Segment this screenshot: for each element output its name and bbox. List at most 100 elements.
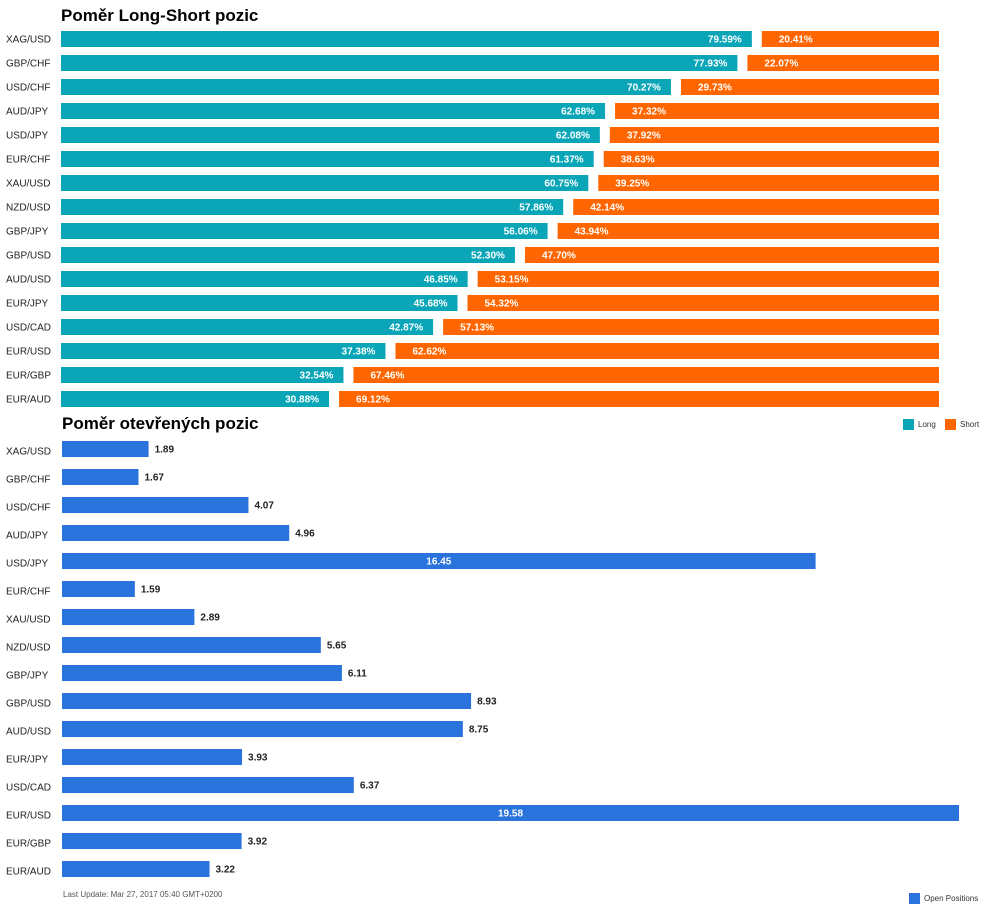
open-positions-bar-label: 1.67: [145, 473, 165, 484]
long-short-category-label: AUD/USD: [6, 275, 51, 286]
open-positions-chart: Poměr otevřených pozic XAG/USD 1.89 GBP/CH…: [6, 414, 959, 878]
long-bar: [61, 271, 468, 287]
short-bar: [339, 391, 939, 407]
open-positions-bar: [62, 777, 354, 793]
last-update-text: Last Update: Mar 27, 2017 05:40 GMT+0200: [63, 890, 223, 899]
short-bar: [477, 271, 939, 287]
short-bar-label: 22.07%: [764, 59, 798, 70]
long-bar: [61, 391, 330, 407]
open-positions-bar: [62, 497, 249, 513]
long-bar-label: 70.27%: [627, 83, 661, 94]
short-bar-label: 54.32%: [485, 299, 519, 310]
long-bar-label: 61.37%: [550, 155, 584, 166]
open-positions-bar-label: 4.96: [295, 529, 315, 540]
long-short-category-label: EUR/CHF: [6, 155, 50, 166]
long-short-category-label: USD/CAD: [6, 323, 51, 334]
legend-long-label: Long: [918, 420, 936, 429]
short-bar-label: 47.70%: [542, 251, 576, 262]
open-positions-category-label: EUR/AUD: [6, 867, 51, 878]
long-bar-label: 62.68%: [561, 107, 595, 118]
long-short-category-label: USD/JPY: [6, 131, 49, 142]
short-bar-label: 67.46%: [370, 371, 404, 382]
open-positions-bar-label: 3.93: [248, 753, 268, 764]
long-bar-label: 46.85%: [424, 275, 458, 286]
open-positions-category-label: USD/CAD: [6, 783, 51, 794]
open-positions-category-label: NZD/USD: [6, 643, 50, 654]
long-bar: [61, 343, 386, 359]
long-bar: [61, 31, 752, 47]
open-positions-bar: [62, 805, 959, 821]
long-short-category-label: XAU/USD: [6, 179, 50, 190]
long-bar-label: 45.68%: [414, 299, 448, 310]
open-positions-bar-label: 16.45: [426, 557, 451, 568]
open-positions-category-label: USD/JPY: [6, 559, 49, 570]
long-short-category-label: AUD/JPY: [6, 107, 49, 118]
open-positions-bar: [62, 609, 195, 625]
open-positions-category-label: EUR/CHF: [6, 587, 50, 598]
long-bar-label: 77.93%: [694, 59, 728, 70]
short-bar-label: 29.73%: [698, 83, 732, 94]
long-bar-label: 62.08%: [556, 131, 590, 142]
short-bar: [680, 79, 939, 95]
open-positions-bar: [62, 469, 139, 485]
long-bar: [61, 295, 458, 311]
open-positions-category-label: XAU/USD: [6, 615, 50, 626]
open-positions-bar: [62, 861, 210, 877]
short-bar-label: 43.94%: [575, 227, 609, 238]
open-positions-bar: [62, 553, 816, 569]
long-short-chart-title: Poměr Long-Short pozic: [61, 6, 258, 25]
long-bar: [61, 151, 594, 167]
short-bar-label: 53.15%: [495, 275, 529, 286]
legend-long-short: Long Short: [903, 419, 980, 430]
long-bar-label: 57.86%: [519, 203, 553, 214]
long-short-category-label: USD/CHF: [6, 83, 50, 94]
open-positions-bar: [62, 581, 135, 597]
open-positions-bar-label: 3.22: [216, 865, 236, 876]
long-bar-label: 60.75%: [544, 179, 578, 190]
open-positions-category-label: EUR/USD: [6, 811, 51, 822]
open-positions-category-label: AUD/JPY: [6, 531, 49, 542]
legend-open-positions: Open Positions: [909, 893, 978, 904]
open-positions-bar: [62, 637, 321, 653]
short-bar-label: 37.92%: [627, 131, 661, 142]
short-bar: [598, 175, 939, 191]
short-bar: [524, 247, 939, 263]
open-positions-category-label: USD/CHF: [6, 503, 50, 514]
open-positions-chart-title: Poměr otevřených pozic: [62, 414, 259, 433]
long-bar-label: 32.54%: [300, 371, 334, 382]
short-bar: [353, 367, 939, 383]
open-positions-bar: [62, 721, 463, 737]
short-bar: [573, 199, 939, 215]
open-positions-bar: [62, 693, 472, 709]
open-positions-category-label: EUR/GBP: [6, 839, 51, 850]
long-bar: [61, 223, 548, 239]
long-bar: [61, 127, 600, 143]
long-bar-label: 56.06%: [504, 227, 538, 238]
open-positions-bar: [62, 665, 342, 681]
open-positions-category-label: EUR/JPY: [6, 755, 49, 766]
open-positions-bar: [62, 441, 149, 457]
short-bar: [557, 223, 939, 239]
open-positions-bar-label: 1.89: [155, 445, 175, 456]
short-bar: [761, 31, 939, 47]
long-bar: [61, 319, 434, 335]
long-short-chart: Poměr Long-Short pozic XAG/USD 79.59% 20.4…: [6, 6, 940, 407]
long-bar: [61, 79, 671, 95]
legend-open-positions-label: Open Positions: [924, 894, 978, 903]
short-bar-label: 57.13%: [460, 323, 494, 334]
long-bar-label: 37.38%: [342, 347, 376, 358]
long-bar: [61, 55, 738, 71]
short-bar-label: 42.14%: [590, 203, 624, 214]
short-bar: [615, 103, 939, 119]
short-bar-label: 37.32%: [632, 107, 666, 118]
long-short-category-label: EUR/JPY: [6, 299, 49, 310]
long-bar: [61, 103, 606, 119]
open-positions-bar-label: 5.65: [327, 641, 347, 652]
long-short-category-label: XAG/USD: [6, 35, 51, 46]
open-positions-bar-label: 8.93: [477, 697, 497, 708]
long-short-category-label: GBP/USD: [6, 251, 51, 262]
short-bar-label: 39.25%: [615, 179, 649, 190]
open-positions-bar-label: 1.59: [141, 585, 161, 596]
legend-long-swatch: [903, 419, 914, 430]
